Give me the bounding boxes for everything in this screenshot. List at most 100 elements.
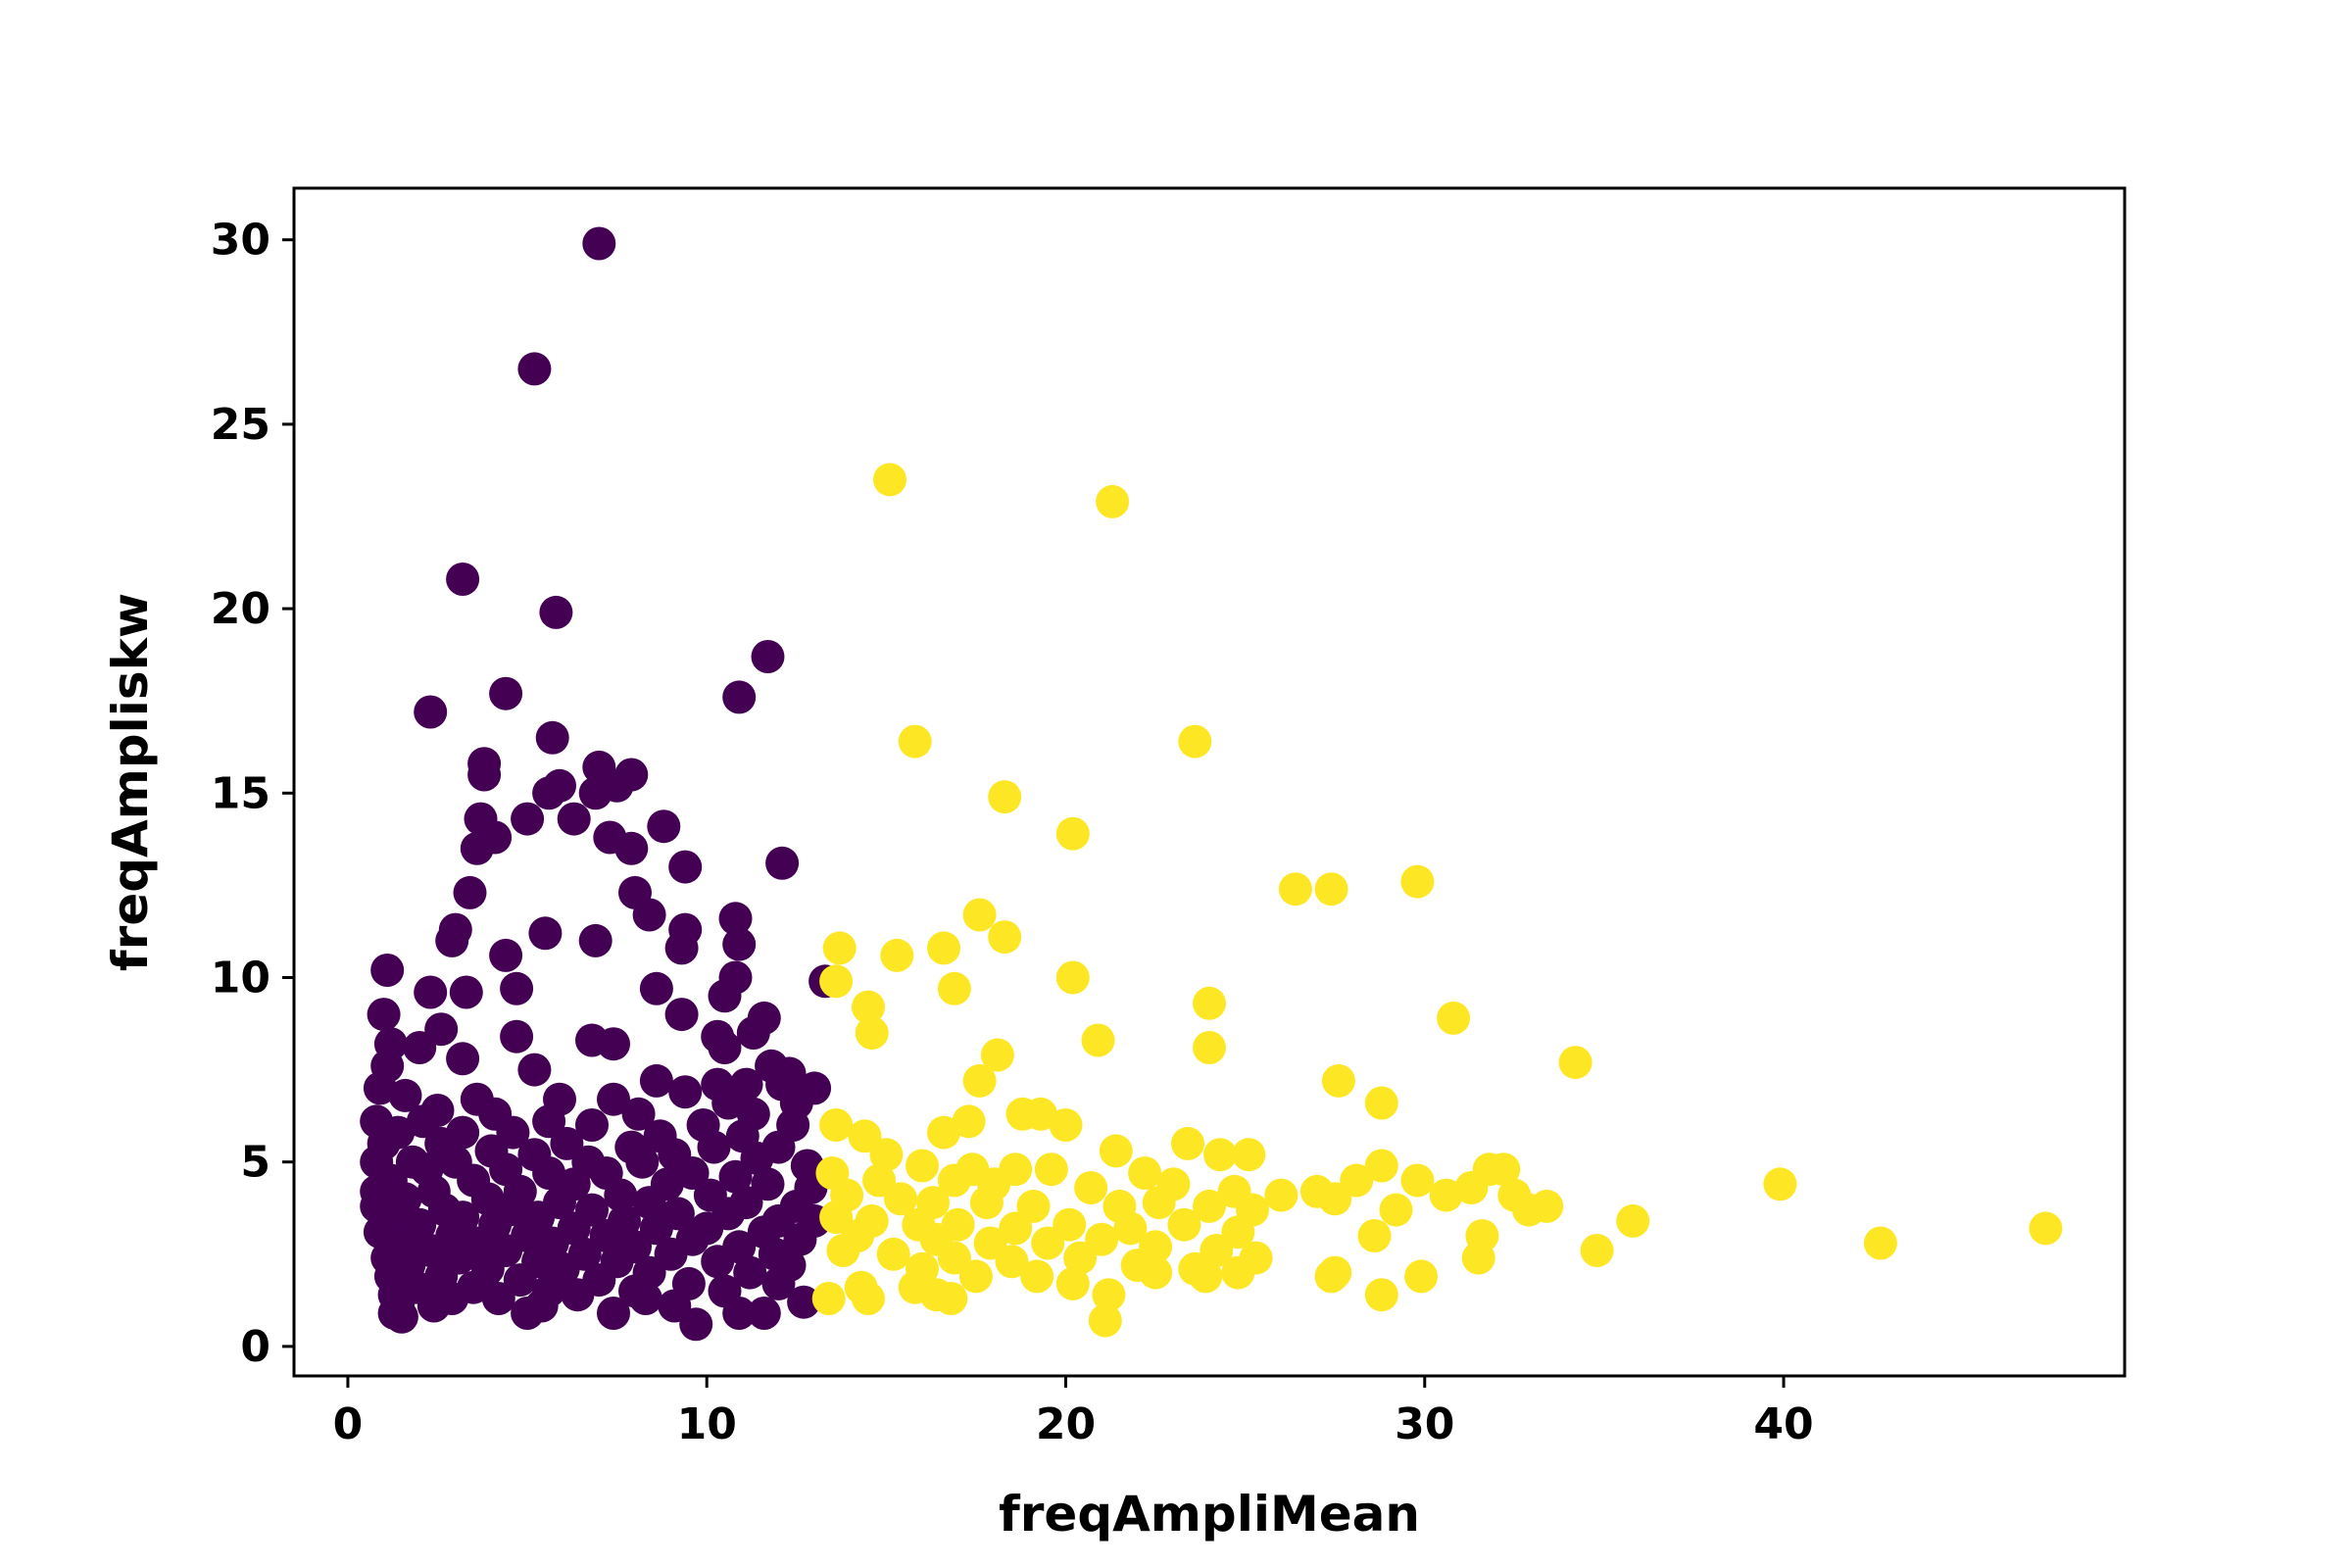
data-point-cluster-0 (414, 975, 448, 1009)
data-point-cluster-0 (460, 831, 494, 865)
data-point-cluster-1 (2029, 1211, 2063, 1246)
data-point-cluster-0 (761, 1266, 796, 1300)
data-point-cluster-0 (668, 850, 703, 884)
y-tick-label: 20 (211, 584, 270, 634)
data-point-cluster-1 (1221, 1255, 1255, 1290)
data-point-cluster-0 (532, 776, 566, 810)
data-point-cluster-0 (582, 226, 616, 261)
data-point-cluster-1 (1099, 1134, 1133, 1168)
data-point-cluster-1 (919, 1278, 954, 1312)
data-point-cluster-1 (1616, 1203, 1650, 1238)
data-point-cluster-1 (988, 780, 1022, 814)
data-point-cluster-0 (722, 1297, 757, 1330)
data-point-cluster-0 (388, 1078, 422, 1112)
data-point-cluster-0 (722, 927, 757, 961)
data-point-cluster-1 (1020, 1259, 1054, 1294)
data-point-cluster-0 (481, 1282, 515, 1315)
data-point-cluster-1 (848, 1119, 882, 1153)
data-point-cluster-1 (1203, 1138, 1237, 1172)
x-axis-label: freqAmpliMean (999, 1486, 1420, 1543)
data-point-cluster-1 (898, 724, 932, 759)
data-point-cluster-1 (1318, 1182, 1352, 1216)
data-point-cluster-1 (937, 971, 971, 1005)
data-point-cluster-1 (1278, 872, 1312, 906)
data-point-cluster-0 (500, 971, 534, 1005)
data-point-cluster-1 (1863, 1226, 1897, 1260)
data-point-cluster-0 (733, 1255, 767, 1290)
data-point-cluster-1 (1092, 1278, 1126, 1312)
data-point-cluster-1 (1763, 1167, 1797, 1201)
data-point-cluster-1 (927, 1115, 960, 1150)
data-point-cluster-0 (747, 1297, 781, 1330)
data-point-cluster-0 (503, 1263, 537, 1298)
data-points (360, 226, 2063, 1342)
data-point-cluster-1 (1404, 1259, 1439, 1294)
data-point-cluster-0 (449, 975, 483, 1009)
data-point-cluster-1 (1512, 1193, 1545, 1227)
data-point-cluster-1 (884, 1182, 917, 1216)
data-point-cluster-0 (664, 931, 699, 965)
data-point-cluster-1 (1074, 1171, 1108, 1204)
data-point-cluster-0 (722, 680, 757, 714)
data-point-cluster-1 (826, 1234, 860, 1267)
data-point-cluster-0 (679, 1307, 713, 1342)
data-point-cluster-1 (1128, 1156, 1162, 1190)
data-point-cluster-0 (453, 875, 487, 909)
data-point-cluster-1 (1142, 1186, 1176, 1220)
data-point-cluster-0 (500, 1019, 534, 1054)
data-point-cluster-0 (511, 802, 545, 836)
data-point-cluster-0 (557, 802, 591, 836)
data-point-cluster-1 (852, 990, 885, 1024)
data-point-cluster-0 (639, 1063, 673, 1098)
data-point-cluster-1 (1139, 1255, 1173, 1290)
data-point-cluster-1 (1314, 872, 1348, 906)
data-point-cluster-0 (367, 998, 401, 1032)
data-point-cluster-0 (575, 1108, 609, 1142)
data-point-cluster-1 (980, 1038, 1014, 1072)
data-point-cluster-1 (819, 964, 854, 999)
data-point-cluster-0 (517, 352, 552, 386)
data-point-cluster-0 (675, 1156, 710, 1190)
data-point-cluster-1 (1429, 1178, 1463, 1212)
data-point-cluster-0 (708, 1031, 742, 1064)
data-point-cluster-0 (597, 1082, 630, 1116)
data-point-cluster-1 (1016, 1189, 1051, 1223)
data-point-cluster-0 (467, 758, 502, 792)
data-point-cluster-0 (614, 831, 649, 865)
data-point-cluster-1 (1232, 1138, 1266, 1172)
data-point-cluster-1 (1096, 484, 1130, 518)
data-point-cluster-1 (1055, 960, 1090, 995)
data-point-cluster-1 (1364, 1278, 1398, 1312)
data-point-cluster-1 (1364, 1086, 1398, 1120)
y-tick-label: 25 (211, 400, 270, 450)
data-point-cluster-0 (751, 640, 785, 673)
data-point-cluster-0 (597, 1297, 630, 1330)
plot-frame (292, 186, 2127, 1378)
data-point-cluster-1 (1178, 724, 1212, 759)
data-point-cluster-0 (435, 923, 469, 957)
y-tick-label: 15 (211, 768, 270, 818)
y-axis-ticks: 0 5 10 15 20 25 30 (211, 216, 294, 1372)
y-tick-label: 5 (240, 1138, 270, 1188)
data-point-cluster-0 (446, 563, 480, 596)
data-point-cluster-1 (1189, 1259, 1223, 1294)
data-point-cluster-0 (647, 809, 681, 844)
data-point-cluster-1 (873, 463, 906, 497)
data-point-cluster-0 (787, 1285, 821, 1319)
data-point-cluster-1 (937, 1163, 971, 1198)
data-point-cluster-0 (363, 1071, 397, 1105)
data-point-cluster-1 (1193, 1031, 1226, 1064)
data-point-cluster-1 (1193, 986, 1226, 1020)
data-point-cluster-1 (1031, 1226, 1065, 1260)
data-point-cluster-1 (1321, 1063, 1355, 1098)
data-point-cluster-1 (811, 1282, 846, 1315)
data-point-cluster-0 (632, 898, 666, 932)
data-point-cluster-1 (1379, 1193, 1413, 1227)
data-point-cluster-0 (489, 938, 523, 972)
data-point-cluster-0 (414, 695, 448, 729)
x-tick-label: 30 (1395, 1399, 1454, 1449)
data-point-cluster-1 (1049, 1108, 1083, 1142)
data-point-cluster-1 (1580, 1234, 1614, 1267)
data-point-cluster-1 (880, 938, 914, 972)
